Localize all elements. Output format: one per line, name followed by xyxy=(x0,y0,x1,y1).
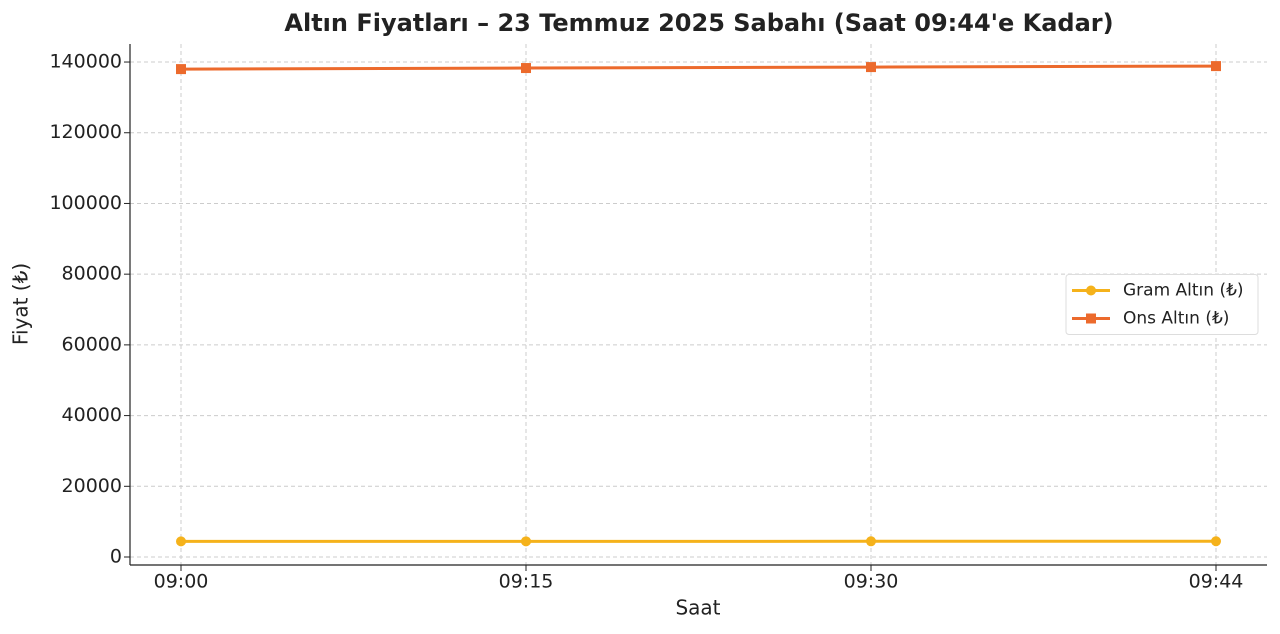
marker xyxy=(866,62,876,73)
y-tick-label: 0 xyxy=(110,546,122,568)
x-tick-label: 09:00 xyxy=(154,571,209,593)
x-tick-label: 09:44 xyxy=(1189,571,1244,593)
legend-label: Ons Altın (₺) xyxy=(1123,309,1229,329)
x-axis-label: Saat xyxy=(675,596,720,620)
y-tick-label: 40000 xyxy=(62,404,122,426)
y-tick-label: 100000 xyxy=(49,192,122,214)
marker xyxy=(1086,285,1096,296)
marker xyxy=(1211,536,1221,547)
marker xyxy=(521,536,531,547)
y-axis-label: Fiyat (₺) xyxy=(9,263,33,345)
marker xyxy=(176,536,186,547)
marker xyxy=(866,536,876,547)
marker xyxy=(521,63,531,74)
legend-frame xyxy=(1065,274,1259,335)
y-tick-label: 140000 xyxy=(49,51,122,73)
y-tick-label: 80000 xyxy=(62,263,122,285)
y-tick-label: 20000 xyxy=(62,475,122,497)
marker xyxy=(176,64,186,75)
data-line xyxy=(180,64,1217,71)
chart-title: Altın Fiyatları – 23 Temmuz 2025 Sabahı … xyxy=(284,9,1113,37)
x-tick-label: 09:15 xyxy=(499,571,554,593)
legend: Gram Altın (₺) Ons Altın (₺) xyxy=(1065,274,1259,335)
y-tick-label: 60000 xyxy=(62,333,122,355)
marker xyxy=(1211,61,1221,72)
y-tick-label: 120000 xyxy=(49,121,122,143)
marker xyxy=(1086,313,1096,324)
legend-label: Gram Altın (₺) xyxy=(1123,281,1244,301)
x-tick-label: 09:30 xyxy=(844,571,899,593)
